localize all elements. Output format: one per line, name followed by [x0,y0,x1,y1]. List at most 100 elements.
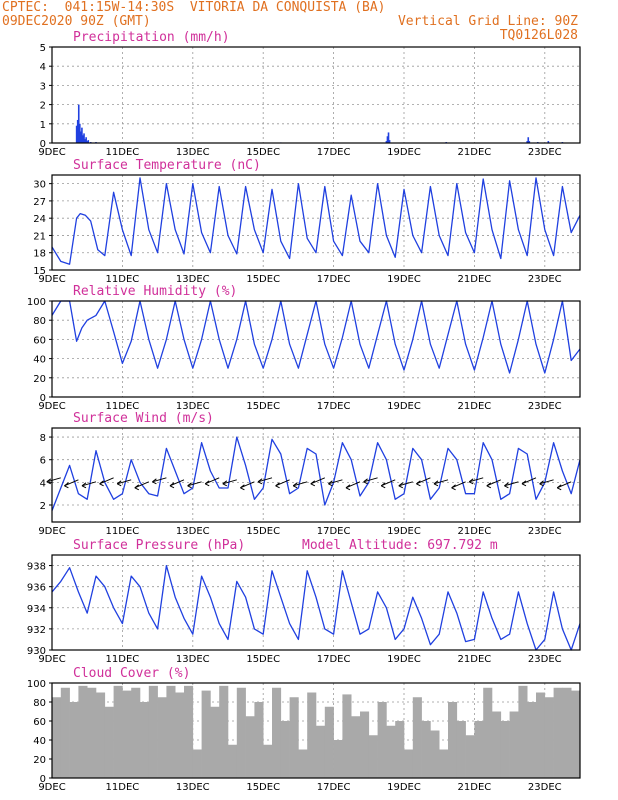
wind-arrow-head [380,482,386,489]
wind-arrow-head [504,482,509,489]
bar-cloud [201,690,211,778]
bar-precip [76,119,79,143]
ytick-label-precip: 0 [40,139,46,150]
wind-arrow-head [99,480,104,487]
bar-cloud [175,692,185,778]
bar-cloud [96,692,106,778]
bar-cloud [456,721,466,778]
bar-cloud [228,744,238,778]
bar-cloud [412,697,422,778]
wind-arrow [275,479,290,487]
bar-cloud [333,740,343,778]
frame-pres [51,554,581,651]
xtick-label-temp: 19DEC [387,274,421,285]
xtick-label-rh: 17DEC [317,401,351,412]
wind-arrow-head [416,480,421,487]
xtick-label-pres: 21DEC [458,654,492,665]
ytick-label-precip: 2 [40,101,46,112]
bar-cloud [131,687,141,778]
wind-arrow [81,481,97,487]
bar-cloud [60,687,70,778]
series-line-temp [51,177,581,265]
xtick-label-cloud: 11DEC [106,782,140,793]
wind-arrow [46,477,61,483]
bar-cloud [360,711,370,778]
frame-cloud [51,682,581,779]
xtick-label-pres: 15DEC [246,654,280,665]
ytick-label-pres: 938 [27,562,46,573]
bar-cloud [368,735,378,778]
ytick-label-cloud: 20 [33,755,46,766]
wind-arrow [469,477,484,483]
wind-arrow [363,477,378,483]
wind-arrow [398,481,413,487]
ytick-label-pres: 932 [27,625,46,636]
bar-cloud [483,687,493,778]
xtick-label-cloud: 21DEC [458,782,492,793]
bar-cloud [553,687,563,778]
wind-arrow [433,479,449,485]
xtick-label-temp: 15DEC [246,274,280,285]
subtitle-pres: Model Altitude: 697.792 m [302,538,498,553]
bar-precip [87,140,90,143]
frame-rh [51,300,581,398]
ytick-label-wind: 6 [40,456,46,467]
bar-cloud [404,749,414,778]
xtick-label-rh: 23DEC [528,401,562,412]
bar-cloud [52,697,62,778]
bar-precip [80,131,82,143]
bar-precip [528,141,531,143]
xtick-label-rh: 13DEC [176,401,210,412]
xtick-label-temp: 17DEC [317,274,351,285]
bar-cloud [184,685,194,778]
wind-arrow-head [257,478,263,485]
ytick-label-pres: 936 [27,583,46,594]
bar-cloud [219,685,229,778]
panel-wind: 2 4 6 8 9DEC 11DEC 13DEC 15DEC 17DEC 19DEC 21DEC 23… [38,411,581,537]
xtick-label-cloud: 9DEC [38,782,65,793]
xtick-label-rh: 21DEC [458,401,492,412]
panel-precip: 0 1 2 3 4 5 9DEC 11DEC 13DEC 15DEC 17DEC 19DEC 21DEC… [38,30,581,158]
bar-precip [81,127,83,143]
bar-cloud [157,697,167,778]
title-wind: Surface Wind (m/s) [73,411,214,426]
xtick-label-wind: 15DEC [246,526,280,537]
ytick-label-cloud: 60 [33,717,46,728]
bar-cloud [166,685,176,778]
bar-cloud [210,706,220,778]
bar-precip [75,125,78,143]
bar-cloud [377,702,387,778]
wind-arrow-head [521,480,527,487]
bar-precip [79,123,81,143]
frame-wind [51,427,581,523]
title-pres: Surface Pressure (hPa) [73,538,245,553]
title-rh: Relative Humidity (%) [73,284,237,299]
bar-cloud [500,721,510,778]
xtick-label-temp: 23DEC [528,274,562,285]
wind-arrow-head [398,482,404,489]
ytick-label-rh: 100 [27,297,46,308]
wind-arrow-head [556,484,562,491]
bar-cloud [342,694,352,778]
wind-arrow-head [275,482,280,489]
bar-precip [77,104,80,143]
bar-cloud [386,725,396,778]
xtick-label-rh: 9DEC [38,401,65,412]
wind-arrow [169,479,185,487]
wind-arrow-head [345,484,351,491]
panel-pres: 930 932 934 936 938 9DEC 11DEC 13DEC 15DEC 17DEC 1… [27,538,581,665]
bar-cloud [527,702,537,778]
frame-temp [51,174,581,271]
ytick-label-rh: 20 [33,374,46,385]
bar-cloud [104,706,114,778]
wind-arrow [117,479,132,485]
ytick-label-wind: 8 [40,433,46,444]
xtick-label-temp: 13DEC [176,274,210,285]
wind-arrow [99,477,114,485]
bar-cloud [395,721,405,778]
panel-temp: 15 18 21 24 27 30 9DEC 11DEC 13DEC 15DEC 17DEC 19DE… [33,158,581,285]
bar-cloud [421,721,431,778]
header-date: 09DEC2020 90Z (GMT) [2,14,151,29]
xtick-label-cloud: 13DEC [176,782,210,793]
ytick-label-cloud: 100 [27,679,46,690]
